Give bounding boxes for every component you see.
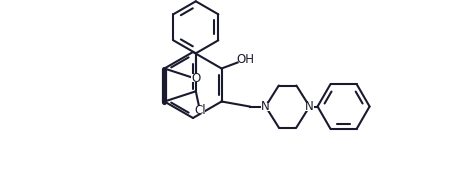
- Text: Cl: Cl: [194, 104, 206, 117]
- Bar: [194, 106, 205, 114]
- Text: O: O: [191, 72, 201, 85]
- Text: N: N: [305, 100, 314, 113]
- Bar: [238, 55, 253, 64]
- Text: N: N: [261, 100, 270, 113]
- Text: OH: OH: [237, 53, 255, 66]
- Bar: [261, 103, 270, 110]
- Bar: [191, 74, 201, 82]
- Bar: [305, 103, 314, 110]
